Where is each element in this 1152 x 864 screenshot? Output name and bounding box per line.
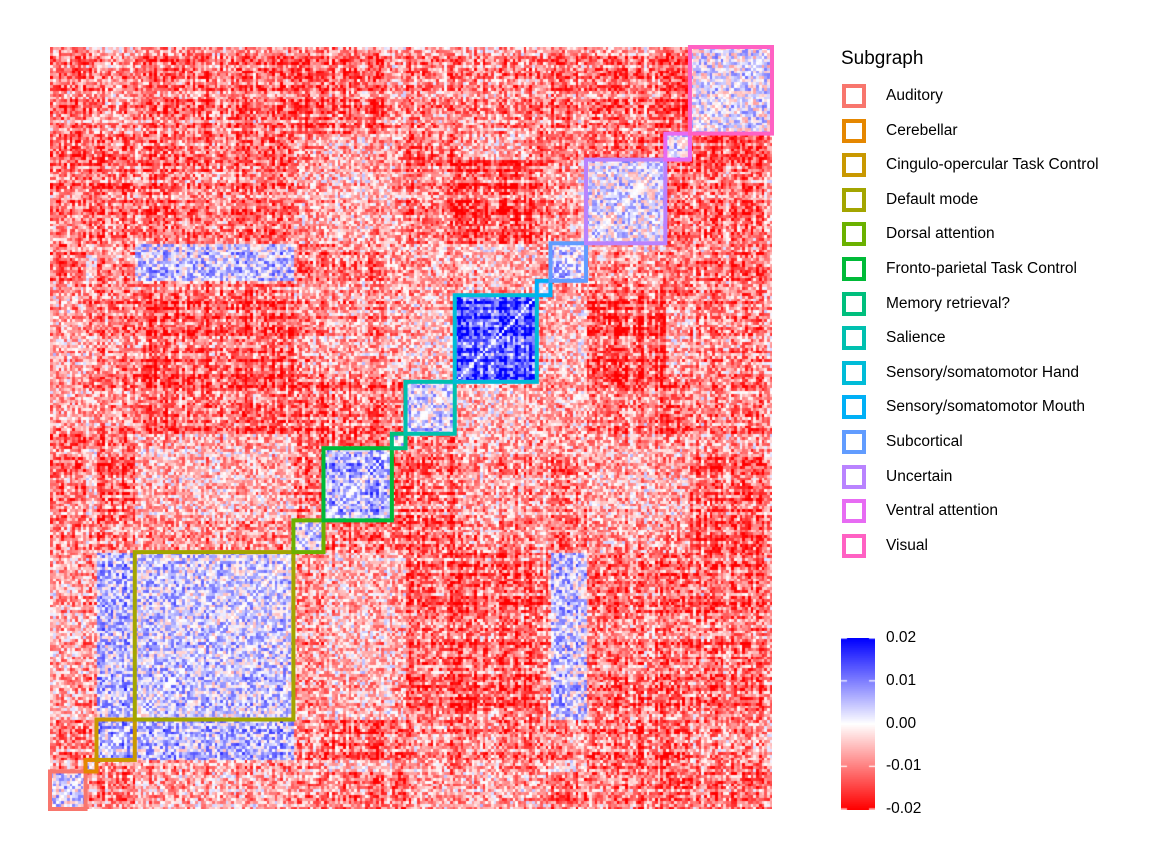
legend-swatch xyxy=(842,153,866,178)
legend-swatch xyxy=(842,118,866,143)
legend-swatch xyxy=(842,464,866,489)
block-outline xyxy=(663,131,692,162)
legend-item: Visual xyxy=(842,533,1142,564)
legend-swatch xyxy=(842,222,866,247)
legend-swatch xyxy=(842,257,866,281)
legend-swatch xyxy=(842,187,866,212)
legend-label: Dorsal attention xyxy=(886,225,995,243)
block-outline xyxy=(48,769,88,812)
legend-label: Ventral attention xyxy=(886,502,999,520)
legend-label: Salience xyxy=(886,329,946,347)
legend-label: Sensory/somatomotor Hand xyxy=(886,363,1079,381)
legend-item: Uncertain xyxy=(842,464,1142,495)
legend-item: Cingulo-opercular Task Control xyxy=(842,153,1142,183)
colorbar-tick-label: -0.01 xyxy=(886,757,922,775)
block-outline xyxy=(584,157,668,246)
legend-label: Default mode xyxy=(886,190,979,208)
block-outline xyxy=(452,293,539,384)
legend-swatch xyxy=(842,291,866,316)
legend-title: Subgraph xyxy=(841,48,924,69)
heatmap-matrix xyxy=(50,47,772,809)
block-outline xyxy=(94,717,137,762)
block-outline xyxy=(534,278,553,298)
legend-item: Fronto-parietal Task Control xyxy=(842,257,1142,287)
legend-swatch xyxy=(842,395,866,420)
colorbar-tick-label: -0.02 xyxy=(886,800,922,817)
legend-item: Dorsal attention xyxy=(842,222,1142,252)
legend-swatch xyxy=(842,84,866,108)
legend-item: Auditory xyxy=(842,84,1142,114)
legend-item: Memory retrieval? xyxy=(842,291,1142,322)
legend-item: Salience xyxy=(842,326,1142,356)
block-outline xyxy=(132,550,296,722)
colorbar-tick-label: 0.00 xyxy=(886,714,917,732)
block-outline xyxy=(291,518,326,555)
legend-label: Auditory xyxy=(886,87,943,104)
legend-label: Memory retrieval? xyxy=(886,294,1011,312)
legend-item: Cerebellar xyxy=(842,118,1142,149)
colorbar-tick-label: 0.02 xyxy=(886,629,917,646)
legend-label: Subcortical xyxy=(886,433,963,450)
legend-label: Cerebellar xyxy=(886,121,958,139)
legend-swatch xyxy=(842,499,866,524)
block-outline xyxy=(548,241,589,283)
legend-swatch xyxy=(842,430,866,454)
legend-swatch xyxy=(842,326,866,351)
block-outline xyxy=(403,379,457,436)
block-outline xyxy=(83,757,99,774)
legend-swatch xyxy=(842,360,866,385)
legend-item: Ventral attention xyxy=(842,499,1142,529)
block-outline xyxy=(389,431,408,451)
legend-item: Default mode xyxy=(842,187,1142,218)
legend-item: Sensory/somatomotor Hand xyxy=(842,360,1142,391)
legend-label: Fronto-parietal Task Control xyxy=(886,260,1077,277)
legend-item: Sensory/somatomotor Mouth xyxy=(842,395,1142,425)
block-outline xyxy=(687,45,774,136)
legend-label: Uncertain xyxy=(886,467,953,485)
legend-label: Cingulo-opercular Task Control xyxy=(886,156,1099,174)
colorbar xyxy=(841,638,875,810)
colorbar-tick-label: 0.01 xyxy=(886,671,917,689)
legend-label: Sensory/somatomotor Mouth xyxy=(886,398,1086,416)
block-outline xyxy=(321,446,394,523)
legend-swatch xyxy=(842,533,866,558)
legend-item: Subcortical xyxy=(842,430,1142,460)
legend-label: Visual xyxy=(886,536,928,554)
